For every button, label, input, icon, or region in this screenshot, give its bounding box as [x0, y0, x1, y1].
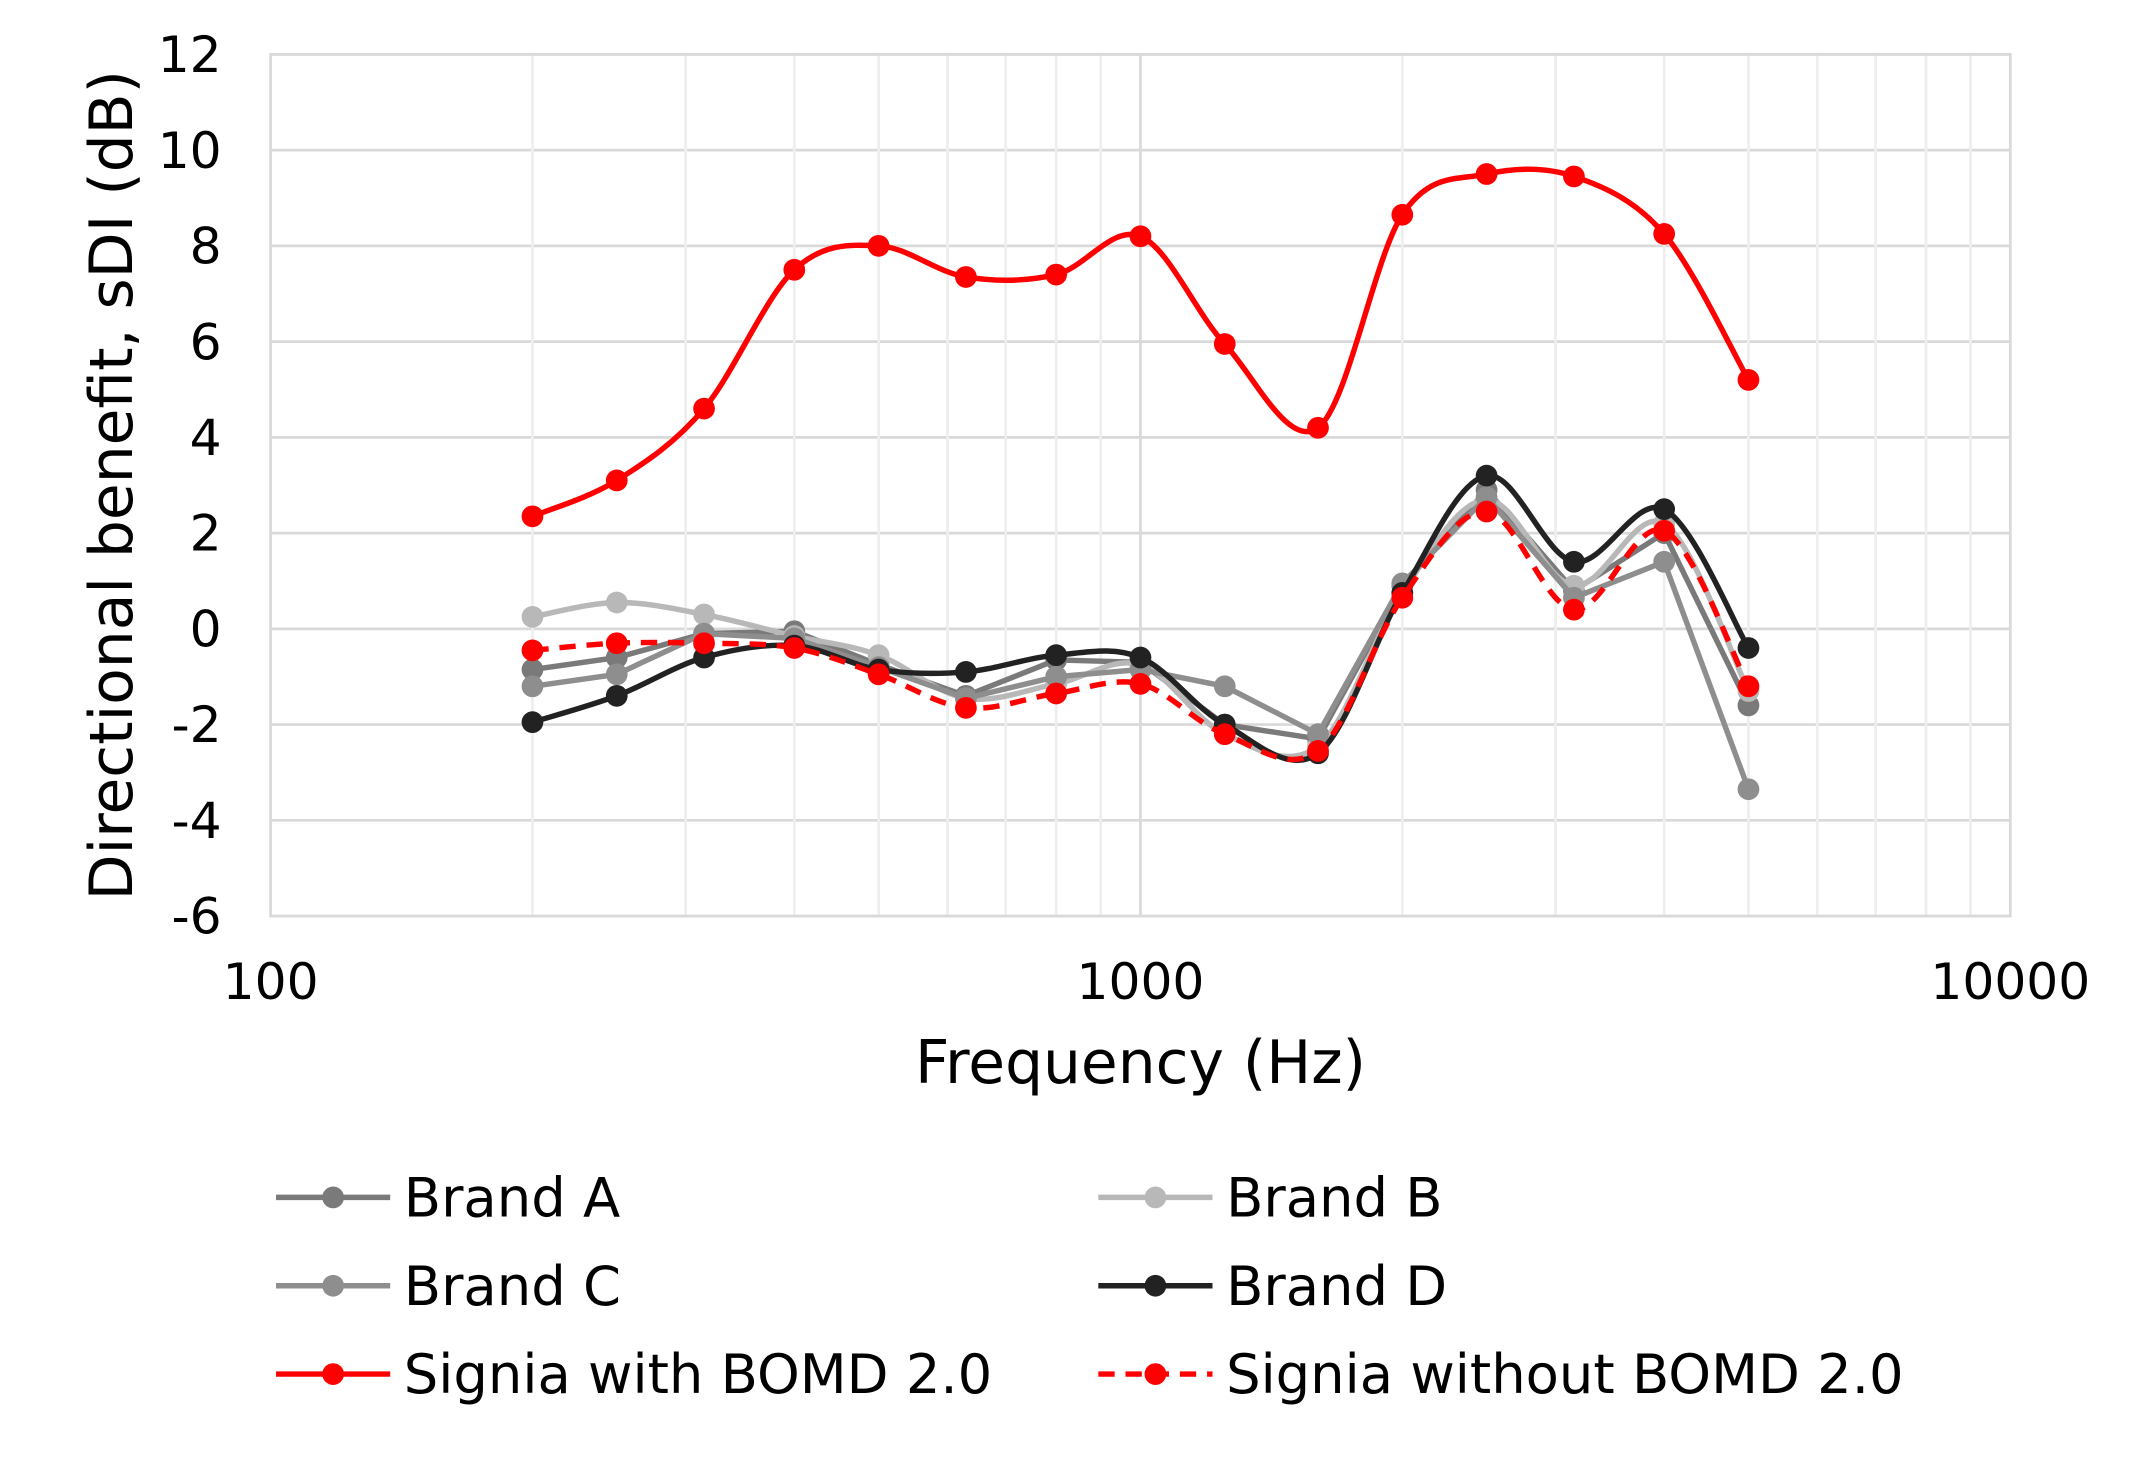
- x-tick-label: 100: [223, 952, 319, 1011]
- series-signia-without-bomd-2-0: [521, 500, 1760, 763]
- series-line: [531, 166, 1751, 519]
- legend: Brand A Brand B Brand C Brand D Signia with …: [276, 1166, 1904, 1406]
- y-tick-label: 8: [190, 217, 222, 276]
- data-point: [1653, 223, 1676, 245]
- legend-item-brand-d: Brand D: [1098, 1255, 1447, 1318]
- legend-swatch-marker: [1144, 1363, 1167, 1385]
- plot-area-border: [269, 53, 2012, 918]
- legend-swatch-marker: [322, 1274, 344, 1297]
- y-tick-label: 2: [190, 504, 222, 563]
- legend-item-brand-a: Brand A: [276, 1166, 620, 1229]
- data-point: [1307, 416, 1329, 439]
- x-tick-label: 1000: [1076, 952, 1204, 1011]
- data-point: [693, 397, 715, 420]
- y-tick-label: 4: [190, 408, 222, 467]
- series-layer: [521, 163, 1760, 801]
- data-point: [1563, 598, 1585, 621]
- y-tick-label: -6: [172, 887, 222, 946]
- data-point: [1475, 500, 1498, 523]
- data-point: [1653, 498, 1676, 521]
- data-point: [521, 639, 544, 662]
- data-point: [1475, 464, 1498, 487]
- data-point: [1213, 723, 1236, 746]
- data-point: [605, 591, 628, 614]
- data-point: [1213, 333, 1236, 355]
- legend-label: Signia with BOMD 2.0: [404, 1343, 992, 1406]
- data-point: [1391, 203, 1414, 226]
- data-point: [783, 637, 806, 659]
- data-point: [1307, 740, 1329, 762]
- legend-label: Signia without BOMD 2.0: [1226, 1343, 1904, 1406]
- data-point: [521, 675, 544, 698]
- legend-swatch-marker: [1144, 1186, 1167, 1209]
- data-point: [1213, 675, 1236, 698]
- data-point: [1653, 519, 1676, 542]
- data-point: [1737, 369, 1760, 391]
- data-point: [1045, 665, 1068, 688]
- data-point: [1563, 165, 1585, 188]
- data-point: [867, 663, 890, 686]
- legend-label: Brand A: [404, 1166, 620, 1229]
- data-point: [1129, 673, 1152, 695]
- y-axis-label: Directional benefit, sDI (dB): [77, 70, 147, 900]
- data-point: [1129, 646, 1152, 669]
- data-point: [521, 505, 544, 528]
- legend-item-brand-c: Brand C: [276, 1255, 621, 1318]
- data-point: [693, 603, 715, 626]
- data-point: [1307, 723, 1329, 746]
- grid: [270, 53, 2011, 918]
- legend-swatch-marker: [322, 1186, 344, 1209]
- data-point: [955, 266, 977, 288]
- data-point: [605, 684, 628, 707]
- data-point: [955, 661, 977, 683]
- y-tick-label: 12: [158, 25, 222, 84]
- legend-label: Brand B: [1226, 1166, 1442, 1229]
- y-tick-labels: -6 -4 -2 0 2 4 6 8 10 12: [158, 25, 222, 946]
- data-point: [1737, 778, 1760, 801]
- data-point: [693, 632, 715, 655]
- legend-item-brand-b: Brand B: [1098, 1166, 1443, 1229]
- data-point: [1737, 637, 1760, 659]
- data-point: [605, 663, 628, 686]
- x-axis-label: Frequency (Hz): [915, 1028, 1366, 1098]
- data-point: [867, 234, 890, 257]
- data-point: [1563, 550, 1585, 573]
- data-point: [605, 632, 628, 655]
- data-point: [955, 696, 977, 719]
- data-point: [1391, 586, 1414, 609]
- y-tick-label: -4: [172, 791, 222, 850]
- data-point: [1653, 550, 1676, 573]
- y-tick-label: 10: [158, 121, 222, 180]
- series-signia-with-bomd-2-0: [521, 163, 1760, 528]
- data-point: [521, 711, 544, 734]
- legend-item-signia-with-bomd-2-0: Signia with BOMD 2.0: [276, 1343, 992, 1406]
- legend-label: Brand C: [404, 1255, 621, 1318]
- data-point: [1045, 682, 1068, 705]
- data-point: [1045, 263, 1068, 286]
- y-tick-label: 0: [190, 599, 222, 658]
- legend-item-signia-without-bomd-2-0: Signia without BOMD 2.0: [1098, 1343, 1904, 1406]
- data-point: [521, 658, 544, 681]
- data-point: [605, 469, 628, 492]
- data-point: [783, 258, 806, 281]
- y-tick-label: -2: [172, 695, 222, 754]
- data-point: [1045, 644, 1068, 667]
- x-tick-labels: 100 1000 10000: [223, 952, 2091, 1011]
- data-point: [521, 605, 544, 628]
- legend-swatch-marker: [1144, 1274, 1167, 1297]
- data-point: [1129, 225, 1152, 248]
- data-point: [1737, 675, 1760, 698]
- y-tick-label: 6: [190, 312, 222, 371]
- legend-label: Brand D: [1226, 1255, 1447, 1318]
- legend-swatch-marker: [322, 1363, 344, 1385]
- data-point: [1475, 163, 1498, 185]
- x-tick-label: 10000: [1930, 952, 2090, 1011]
